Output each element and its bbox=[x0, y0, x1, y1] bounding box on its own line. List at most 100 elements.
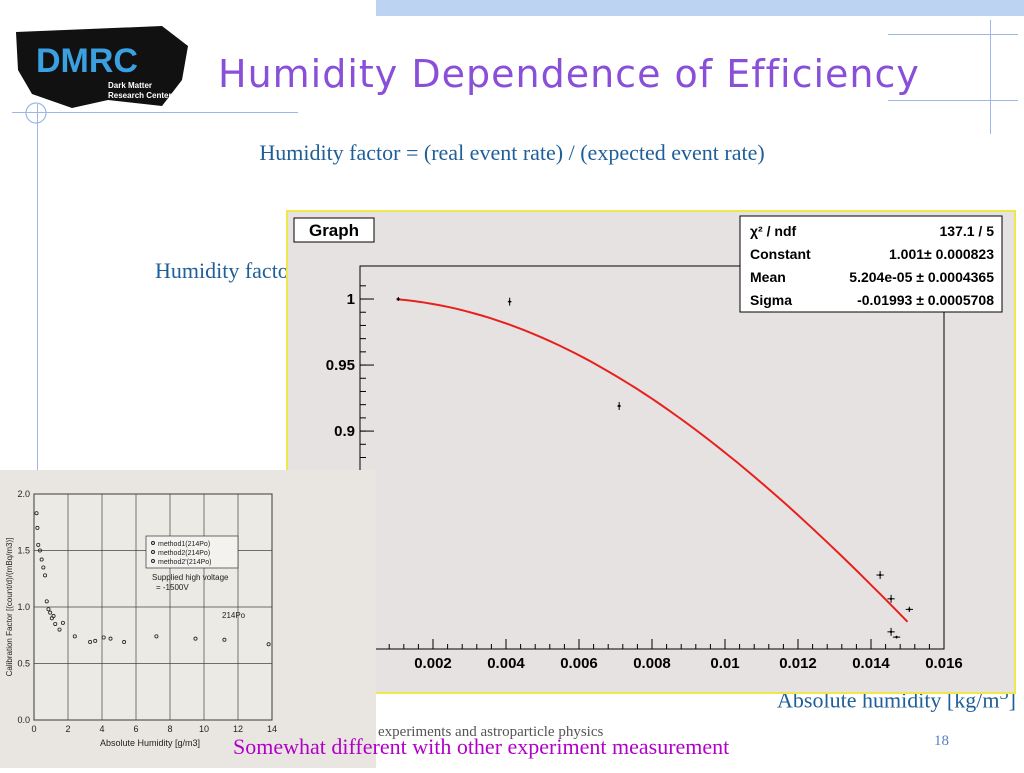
inset-data-point bbox=[36, 542, 41, 547]
graph-label: Graph bbox=[293, 217, 375, 243]
inset-annotation-value: = -1500V bbox=[156, 583, 189, 592]
inset-x-tick-label: 2 bbox=[65, 724, 70, 734]
inset-data-point bbox=[93, 638, 98, 643]
inset-data-point bbox=[266, 642, 271, 647]
point-marker bbox=[397, 297, 400, 301]
graph-label-text: Graph bbox=[309, 221, 359, 240]
dmrc-logo: DMRC Dark Matter Research Center bbox=[16, 26, 188, 108]
data-point bbox=[887, 594, 895, 603]
stats-value: 137.1 / 5 bbox=[940, 223, 995, 239]
inset-data-point bbox=[101, 635, 106, 640]
stats-box: χ² / ndf 137.1 / 5 Constant 1.001± 0.000823… bbox=[739, 215, 1003, 313]
inset-x-axis-label: Absolute Humidity [g/m3] bbox=[100, 738, 200, 748]
inset-x-tick-label: 6 bbox=[133, 724, 138, 734]
top-accent-bar bbox=[376, 0, 1024, 16]
inset-annotation-voltage: Supplied high voltage bbox=[152, 573, 229, 582]
graph-label-box bbox=[293, 217, 375, 243]
inset-data-point bbox=[222, 637, 227, 642]
x-tick-label: 0.008 bbox=[633, 655, 671, 672]
stats-label: χ² / ndf bbox=[750, 223, 796, 239]
inset-data-point bbox=[46, 607, 51, 612]
divider-vertical-right bbox=[990, 20, 991, 134]
inset-data-point bbox=[48, 610, 53, 615]
inset-data-point bbox=[44, 599, 49, 604]
divider-vertical-left bbox=[37, 104, 38, 524]
x-axis-label-end: ] bbox=[1008, 687, 1016, 713]
data-point bbox=[892, 635, 901, 639]
inset-legend-marker bbox=[151, 550, 155, 554]
stats-label: Mean bbox=[750, 269, 786, 285]
inset-data-point bbox=[57, 627, 62, 632]
inset-y-tick-label: 2.0 bbox=[17, 489, 30, 499]
inset-legend-entry: method2'(214Po) bbox=[158, 559, 211, 566]
divider-horizontal-right-2 bbox=[888, 100, 1018, 101]
data-point bbox=[887, 627, 895, 636]
y-tick-label: 0.9 bbox=[334, 423, 355, 440]
plot-area bbox=[359, 265, 945, 650]
inset-data-point bbox=[39, 557, 44, 562]
data-point bbox=[905, 606, 913, 613]
stats-label: Sigma bbox=[750, 292, 792, 308]
x-tick-label: 0.004 bbox=[487, 655, 525, 672]
inset-data-point bbox=[35, 525, 40, 530]
inset-x-tick-label: 10 bbox=[199, 724, 209, 734]
slide-title: Humidity Dependence of Efficiency bbox=[218, 52, 920, 96]
inset-x-tick-label: 0 bbox=[31, 724, 36, 734]
page-number: 18 bbox=[934, 733, 949, 749]
point-marker bbox=[908, 608, 911, 611]
inset-data-point bbox=[53, 621, 58, 626]
x-tick-label: 0.01 bbox=[710, 655, 739, 672]
inset-y-tick-label: 0.5 bbox=[17, 659, 30, 669]
point-marker bbox=[889, 597, 893, 601]
data-point bbox=[396, 297, 401, 301]
y-tick-label: 1 bbox=[347, 291, 355, 308]
stats-box-frame bbox=[739, 215, 1003, 313]
inset-data-point bbox=[51, 614, 56, 619]
point-marker bbox=[889, 630, 893, 634]
inset-legend-box bbox=[145, 535, 239, 569]
inset-legend-entry: method2(214Po) bbox=[158, 550, 210, 557]
inset-legend-entry: method1(214Po) bbox=[158, 541, 210, 548]
x-tick-label: 0.002 bbox=[414, 655, 452, 672]
inset-chart: 0 2 4 6 8 10 12 14 0.0 0.5 1.0 1.5 2.0 Absolute Humid… bbox=[5, 489, 277, 748]
inset-data-point bbox=[122, 640, 127, 645]
x-tick-label: 0.014 bbox=[852, 655, 890, 672]
inset-y-axis-label: Calibration Factor [(count/d)/(mBq/m3)] bbox=[5, 538, 14, 677]
divider-horizontal-right bbox=[888, 34, 1018, 35]
point-marker bbox=[617, 404, 621, 408]
inset-chart-panel: 0 2 4 6 8 10 12 14 0.0 0.5 1.0 1.5 2.0 Absolute Humid… bbox=[0, 470, 376, 768]
data-point bbox=[876, 571, 884, 580]
decorative-circle-icon bbox=[25, 102, 47, 124]
inset-data-point bbox=[37, 548, 42, 553]
inset-y-tick-label: 1.5 bbox=[17, 546, 30, 556]
stats-value: 1.001± 0.000823 bbox=[889, 246, 994, 262]
inset-data-point bbox=[72, 634, 77, 639]
inset-data-point bbox=[88, 640, 93, 645]
inset-legend-marker bbox=[151, 541, 155, 545]
data-point bbox=[617, 402, 621, 410]
stats-value: 5.204e-05 ± 0.0004365 bbox=[849, 269, 994, 285]
y-tick-label: 0.95 bbox=[326, 357, 355, 374]
point-marker bbox=[878, 573, 882, 577]
inset-y-tick-label: 0.0 bbox=[17, 715, 30, 725]
main-chart-frame: Graph00.0020.0040.0060.0080.010.0120.014… bbox=[286, 210, 1016, 694]
x-tick-label: 0.016 bbox=[925, 655, 963, 672]
x-tick-label: 0.006 bbox=[560, 655, 598, 672]
inset-y-tick-label: 1.0 bbox=[17, 602, 30, 612]
inset-x-tick-label: 12 bbox=[233, 724, 243, 734]
main-chart: Graph00.0020.0040.0060.0080.010.0120.014… bbox=[293, 215, 1003, 672]
inset-data-point bbox=[41, 565, 46, 570]
stats-value: -0.01993 ± 0.0005708 bbox=[857, 292, 994, 308]
stats-label: Constant bbox=[750, 246, 811, 262]
comparison-note: Somewhat different with other experiment… bbox=[233, 734, 730, 759]
divider-horizontal-left bbox=[12, 112, 298, 113]
point-marker bbox=[895, 635, 898, 639]
fit-curve bbox=[396, 298, 909, 623]
inset-annotation-isotope: 214Po bbox=[222, 611, 246, 620]
inset-x-tick-label: 8 bbox=[167, 724, 172, 734]
data-point bbox=[507, 297, 512, 306]
point-marker bbox=[508, 300, 511, 303]
inset-legend-marker bbox=[151, 559, 155, 563]
inset-x-tick-label: 14 bbox=[267, 724, 277, 734]
slide-subtitle: Humidity factor = (real event rate) / (e… bbox=[259, 140, 765, 165]
